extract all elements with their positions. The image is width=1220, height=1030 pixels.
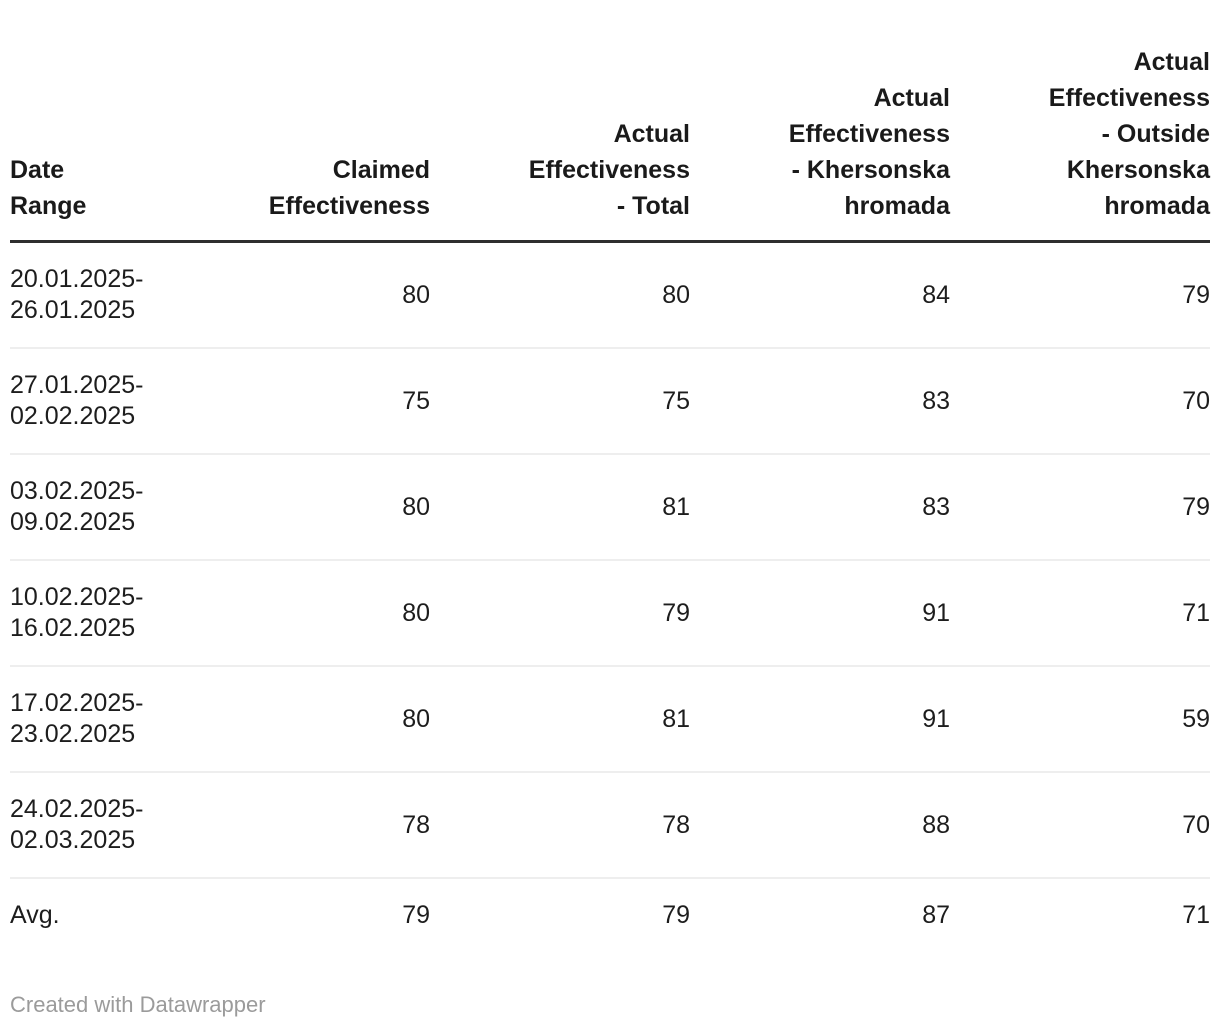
cell-claimed: 78 bbox=[170, 772, 430, 879]
cell-date-range: 24.02.2025- 02.03.2025 bbox=[10, 772, 170, 879]
table-row-average: Avg. 79 79 87 71 bbox=[10, 878, 1210, 952]
column-header-claimed: Claimed Effectiveness bbox=[170, 44, 430, 243]
cell-claimed: 80 bbox=[170, 666, 430, 773]
cell-khersonska: 83 bbox=[690, 454, 950, 561]
cell-outside: 71 bbox=[950, 560, 1210, 667]
cell-outside: 79 bbox=[950, 454, 1210, 561]
cell-khersonska: 88 bbox=[690, 772, 950, 879]
cell-actual-total: 81 bbox=[430, 666, 690, 773]
cell-actual-total: 79 bbox=[662, 901, 690, 929]
cell-actual-total: 78 bbox=[430, 772, 690, 879]
cell-date-range: 03.02.2025- 09.02.2025 bbox=[10, 454, 170, 561]
cell-actual-total: 80 bbox=[430, 241, 690, 349]
cell-khersonska: 84 bbox=[690, 241, 950, 349]
cell-date-range: 20.01.2025- 26.01.2025 bbox=[10, 241, 170, 349]
cell-khersonska: 91 bbox=[690, 560, 950, 667]
cell-claimed: 79 bbox=[402, 901, 430, 929]
cell-outside: 70 bbox=[950, 348, 1210, 455]
cell-claimed: 75 bbox=[170, 348, 430, 455]
column-header-actual-total: Actual Effectiveness - Total bbox=[430, 44, 690, 243]
table-row: 20.01.2025- 26.01.2025 80 80 84 79 bbox=[10, 241, 1210, 349]
cell-outside: 70 bbox=[950, 772, 1210, 879]
cell-khersonska: 87 bbox=[922, 901, 950, 929]
cell-outside: 59 bbox=[950, 666, 1210, 773]
cell-date-range: 17.02.2025- 23.02.2025 bbox=[10, 666, 170, 773]
datawrapper-credit-link[interactable]: Created with Datawrapper bbox=[10, 992, 266, 1017]
cell-date-range: 27.01.2025- 02.02.2025 bbox=[10, 348, 170, 455]
table-row: 27.01.2025- 02.02.2025 75 75 83 70 bbox=[10, 348, 1210, 455]
cell-claimed: 80 bbox=[170, 241, 430, 349]
table-header: Date Range Claimed Effectiveness Actual … bbox=[10, 44, 1210, 243]
cell-khersonska: 83 bbox=[690, 348, 950, 455]
cell-actual-total: 79 bbox=[430, 560, 690, 667]
table-body: 20.01.2025- 26.01.2025 80 80 84 79 27.01… bbox=[10, 241, 1210, 953]
cell-date-range: Avg. bbox=[10, 901, 60, 929]
table-row: 03.02.2025- 09.02.2025 80 81 83 79 bbox=[10, 454, 1210, 561]
header-row: Date Range Claimed Effectiveness Actual … bbox=[10, 44, 1210, 243]
cell-actual-total: 81 bbox=[430, 454, 690, 561]
cell-claimed: 80 bbox=[170, 560, 430, 667]
cell-outside: 71 bbox=[1182, 901, 1210, 929]
column-header-outside: Actual Effectiveness - Outside Khersonsk… bbox=[950, 44, 1210, 243]
table-row: 17.02.2025- 23.02.2025 80 81 91 59 bbox=[10, 666, 1210, 773]
column-header-date-range: Date Range bbox=[10, 44, 170, 243]
table-row: 24.02.2025- 02.03.2025 78 78 88 70 bbox=[10, 772, 1210, 879]
cell-outside: 79 bbox=[950, 241, 1210, 349]
effectiveness-table: Date Range Claimed Effectiveness Actual … bbox=[10, 44, 1210, 952]
cell-date-range: 10.02.2025- 16.02.2025 bbox=[10, 560, 170, 667]
table-row: 10.02.2025- 16.02.2025 80 79 91 71 bbox=[10, 560, 1210, 667]
column-header-khersonska: Actual Effectiveness - Khersonska hromad… bbox=[690, 44, 950, 243]
cell-khersonska: 91 bbox=[690, 666, 950, 773]
cell-claimed: 80 bbox=[170, 454, 430, 561]
cell-actual-total: 75 bbox=[430, 348, 690, 455]
